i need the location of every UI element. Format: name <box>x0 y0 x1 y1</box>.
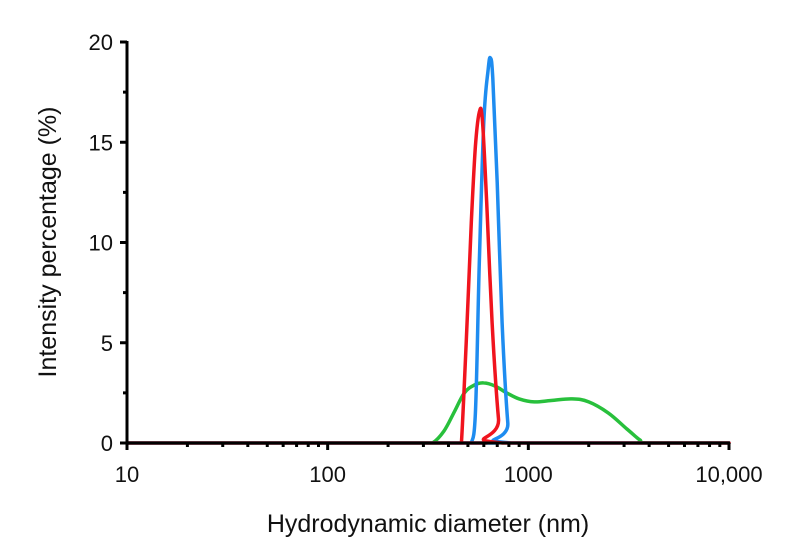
x-tick-label: 10,000 <box>695 462 762 487</box>
y-tick-label: 10 <box>89 231 113 256</box>
y-tick-label: 5 <box>101 331 113 356</box>
x-tick-label: 100 <box>309 462 346 487</box>
series-blue-curve <box>125 55 731 445</box>
y-tick-label: 15 <box>89 130 113 155</box>
x-tick-label: 10 <box>115 462 139 487</box>
series-red-curve <box>125 106 731 445</box>
y-axis-title: Intensity percentage (%) <box>34 107 62 378</box>
y-tick-label: 0 <box>101 431 113 456</box>
series-green-curve <box>125 381 731 445</box>
x-axis: 10 100 1000 10,000 <box>115 441 763 487</box>
y-axis: 0 5 10 15 20 <box>89 30 129 456</box>
x-axis-title: Hydrodynamic diameter (nm) <box>267 510 589 538</box>
y-tick-label: 20 <box>89 30 113 55</box>
x-tick-label: 1000 <box>504 462 553 487</box>
plot-curves <box>125 55 731 445</box>
